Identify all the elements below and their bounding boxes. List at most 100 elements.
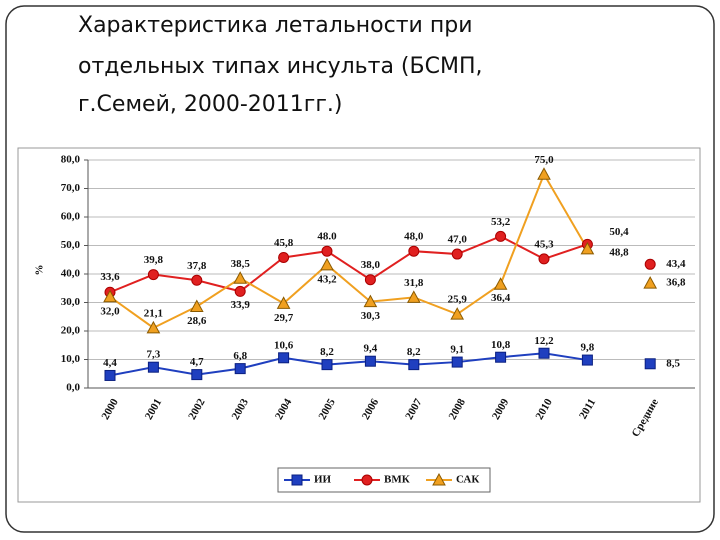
title-line: Характеристика летальности при [78, 13, 473, 38]
value-label: 30,3 [361, 310, 381, 322]
value-label: 38,0 [361, 259, 381, 271]
y-tick-label: 80,0 [61, 154, 81, 166]
value-label: 48,0 [404, 231, 424, 243]
marker [538, 253, 550, 265]
marker [495, 351, 507, 363]
y-axis-label: % [34, 265, 46, 276]
value-label: 39,8 [144, 254, 164, 266]
marker [191, 369, 203, 381]
marker [363, 294, 378, 308]
marker [537, 167, 551, 180]
marker [364, 274, 376, 286]
marker [580, 241, 595, 255]
marker [189, 299, 204, 312]
marker [432, 472, 446, 486]
value-label: 10,6 [274, 339, 294, 351]
value-label: 8,2 [320, 346, 334, 358]
marker [291, 474, 303, 486]
series-line [109, 171, 589, 330]
y-tick-label: 0,0 [66, 382, 80, 394]
value-label: 31,8 [404, 277, 424, 289]
marker [191, 274, 203, 286]
value-label: 33,9 [231, 299, 251, 311]
value-label: 47,0 [448, 234, 468, 246]
y-tick-label: 10,0 [61, 353, 81, 365]
value-label: 48,8 [609, 246, 629, 258]
marker [643, 276, 658, 289]
marker [276, 296, 291, 309]
value-label: 7,3 [147, 349, 161, 361]
marker [493, 277, 508, 290]
value-label: 37,8 [187, 260, 207, 272]
marker [451, 248, 463, 260]
value-label: 32,0 [100, 305, 120, 317]
marker [644, 358, 656, 370]
marker [408, 245, 420, 257]
value-label: 48.0 [317, 231, 337, 243]
marker [234, 285, 246, 297]
value-label: 8,5 [666, 357, 680, 369]
marker [450, 307, 465, 320]
legend-label: САК [456, 474, 479, 486]
marker [538, 347, 550, 359]
chart-frame [17, 147, 701, 503]
series-line [109, 235, 588, 294]
legend-box [277, 467, 491, 493]
value-label: 53,2 [491, 216, 511, 228]
y-tick-label: 30,0 [61, 296, 81, 308]
marker [321, 245, 333, 257]
title-line: отдельных типах инсульта (БСМП, [78, 54, 482, 79]
marker [147, 269, 159, 281]
value-label: 45,8 [274, 237, 294, 249]
value-label: 4,4 [103, 357, 117, 369]
legend-label: ИИ [314, 474, 332, 486]
value-label: 38,5 [231, 258, 251, 270]
marker [233, 271, 248, 284]
value-label: 29,7 [274, 312, 294, 324]
marker [644, 258, 656, 270]
marker [581, 354, 593, 366]
value-label: 4,7 [190, 356, 204, 368]
value-label: 9,4 [364, 343, 378, 355]
value-label: 10,8 [491, 339, 511, 351]
value-label: 36,8 [666, 277, 686, 289]
value-label: 9,8 [581, 342, 595, 354]
y-tick-label: 50,0 [61, 239, 81, 251]
legend-label: ВМК [384, 474, 410, 486]
marker [147, 361, 159, 373]
y-tick-label: 20,0 [61, 325, 81, 337]
marker [104, 369, 116, 381]
marker [361, 474, 373, 486]
title-line: г.Семей, 2000-2011гг.) [78, 92, 342, 117]
y-tick-label: 60,0 [61, 211, 81, 223]
marker [451, 356, 463, 368]
value-label: 6,8 [233, 350, 247, 362]
marker [320, 257, 334, 271]
value-label: 45,3 [534, 238, 554, 250]
y-tick-label: 70,0 [61, 182, 81, 194]
value-label: 25,9 [448, 294, 468, 306]
marker [364, 355, 376, 367]
value-label: 36,4 [491, 292, 511, 304]
y-tick-label: 40,0 [61, 268, 81, 280]
value-label: 75,0 [534, 154, 554, 166]
marker [146, 320, 161, 334]
value-label: 21,1 [144, 307, 163, 319]
series-line [109, 352, 588, 377]
marker [408, 359, 420, 371]
value-label: 8,2 [407, 346, 421, 358]
marker [234, 363, 246, 375]
marker [103, 289, 117, 303]
marker [495, 230, 507, 242]
marker [321, 359, 333, 371]
slide-border [5, 5, 715, 533]
value-label: 33,6 [100, 271, 120, 283]
value-label: 43,2 [317, 273, 337, 285]
value-label: 12,2 [534, 335, 554, 347]
value-label: 28,6 [187, 315, 207, 327]
marker [406, 290, 421, 303]
marker [278, 352, 290, 364]
marker [278, 251, 290, 263]
